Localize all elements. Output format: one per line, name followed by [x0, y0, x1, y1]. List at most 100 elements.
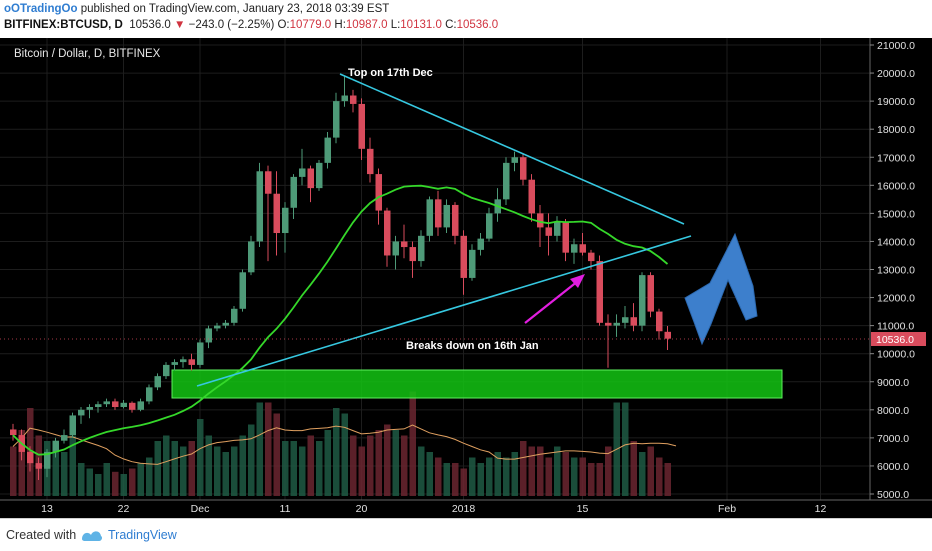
time-axis[interactable]: 13 22 Dec 11 20 2018 15 Feb 12: [41, 503, 826, 515]
candle-body: [588, 252, 595, 262]
price-tick-label: 19000.0: [877, 96, 915, 108]
lower-trendline[interactable]: [196, 235, 692, 387]
volume-bar: [426, 452, 433, 496]
tradingview-link[interactable]: TradingView: [108, 528, 177, 542]
top-annotation[interactable]: Top on 17th Dec: [348, 67, 433, 79]
candle-body: [596, 261, 603, 323]
candle-body: [256, 171, 263, 242]
upper-trendline[interactable]: [339, 73, 685, 225]
price-tick-label: 6000.0: [877, 461, 909, 473]
candle-body: [214, 325, 221, 329]
volume-bar: [205, 435, 212, 496]
candle-body: [120, 402, 127, 408]
candle-body: [477, 238, 484, 250]
volume-bar: [520, 441, 527, 496]
volume-bar: [52, 446, 59, 496]
candle-body: [333, 101, 340, 138]
candle-body: [579, 244, 586, 253]
volume-bar: [222, 452, 229, 496]
candle-body: [528, 179, 535, 214]
price-change: −243.0 (−2.25%): [188, 19, 275, 31]
publication-header: oOTradingOo published on TradingView.com…: [0, 0, 932, 38]
time-tick-label: 15: [577, 503, 589, 515]
chart-title: Bitcoin / Dollar, D, BITFINEX: [14, 48, 161, 60]
candle-body: [78, 409, 85, 416]
chart-background: [0, 38, 932, 518]
candle-body: [69, 415, 76, 436]
breakdown-annotation[interactable]: Breaks down on 16th Jan: [406, 340, 539, 352]
volume-bar: [605, 446, 612, 496]
last-price-tag-text: 10536.0: [876, 334, 914, 346]
candle-body: [61, 435, 68, 441]
candle-body: [188, 359, 195, 365]
candle-body: [435, 199, 442, 228]
price-axis-bg: [870, 38, 932, 500]
candle-body: [486, 213, 493, 239]
candle-body: [163, 364, 170, 377]
volume-bar: [154, 441, 161, 496]
price-tick-label: 20000.0: [877, 68, 915, 80]
price-tick-label: 7000.0: [877, 433, 909, 445]
price-axis[interactable]: 21000.0 20000.0 19000.0 18000.0 17000.0 16000…: [870, 40, 915, 501]
candle-body: [545, 227, 552, 236]
volume-ma-line: [12, 424, 677, 465]
author-line: oOTradingOo published on TradingView.com…: [4, 3, 389, 15]
volume-bar: [571, 457, 578, 496]
volume-bar: [528, 446, 535, 496]
published-text: published on TradingView.com, January 23…: [80, 3, 390, 15]
volume-bar: [375, 430, 382, 496]
author-link[interactable]: oOTradingOo: [4, 3, 78, 15]
volume-bar: [647, 446, 654, 496]
open-value: 10779.0: [289, 19, 332, 31]
volume-bar: [554, 446, 561, 496]
tradingview-logo-icon[interactable]: [80, 527, 104, 543]
candle-body: [358, 103, 365, 149]
candle-body: [562, 221, 569, 253]
candle-body: [265, 171, 272, 194]
volume-bar: [103, 463, 110, 496]
candle-body: [409, 247, 416, 262]
volume-bar: [273, 413, 280, 496]
big-up-arrow[interactable]: [684, 232, 758, 346]
volume-bar: [333, 408, 340, 496]
price-tick-label: 18000.0: [877, 124, 915, 136]
volume-bar: [137, 463, 144, 496]
volume-bar: [418, 446, 425, 496]
candle-body: [664, 331, 671, 339]
volume-bar: [545, 457, 552, 496]
candle-body: [392, 241, 399, 256]
pink-arrow[interactable]: [524, 274, 585, 324]
volume-bar: [452, 463, 459, 496]
volume-bar: [477, 463, 484, 496]
last-price-tag: [871, 332, 926, 346]
time-tick-label: 2018: [452, 503, 476, 515]
volume-bar: [112, 471, 119, 496]
volume-bar: [358, 446, 365, 496]
candle-body: [613, 322, 620, 326]
candle-body: [95, 404, 102, 408]
price-tick-label: 10000.0: [877, 349, 915, 361]
volume-bar: [350, 435, 357, 496]
candle-body: [231, 308, 238, 323]
support-zone[interactable]: [171, 369, 783, 399]
candle-body: [469, 249, 476, 278]
volume-bar: [622, 402, 629, 496]
volume-ma: [12, 424, 677, 465]
candle-body: [656, 311, 663, 332]
volume-bar: [307, 435, 314, 496]
volume-bar: [18, 430, 25, 496]
time-tick-label: Feb: [718, 503, 736, 515]
volume-bar: [95, 474, 102, 496]
ma-line: [12, 184, 669, 456]
volume-bar: [639, 452, 646, 496]
candle-body: [239, 272, 246, 309]
created-with-label: Created with: [6, 528, 77, 542]
volume-bar: [231, 446, 238, 496]
price-chart[interactable]: Bitcoin / Dollar, D, BITFINEX Top on 17t…: [0, 38, 932, 518]
volume-bar: [537, 446, 544, 496]
moving-average: [12, 184, 669, 456]
candle-body: [171, 362, 178, 365]
volume-bar: [214, 446, 221, 496]
time-tick-label: 11: [280, 503, 291, 515]
candle-body: [154, 376, 161, 388]
